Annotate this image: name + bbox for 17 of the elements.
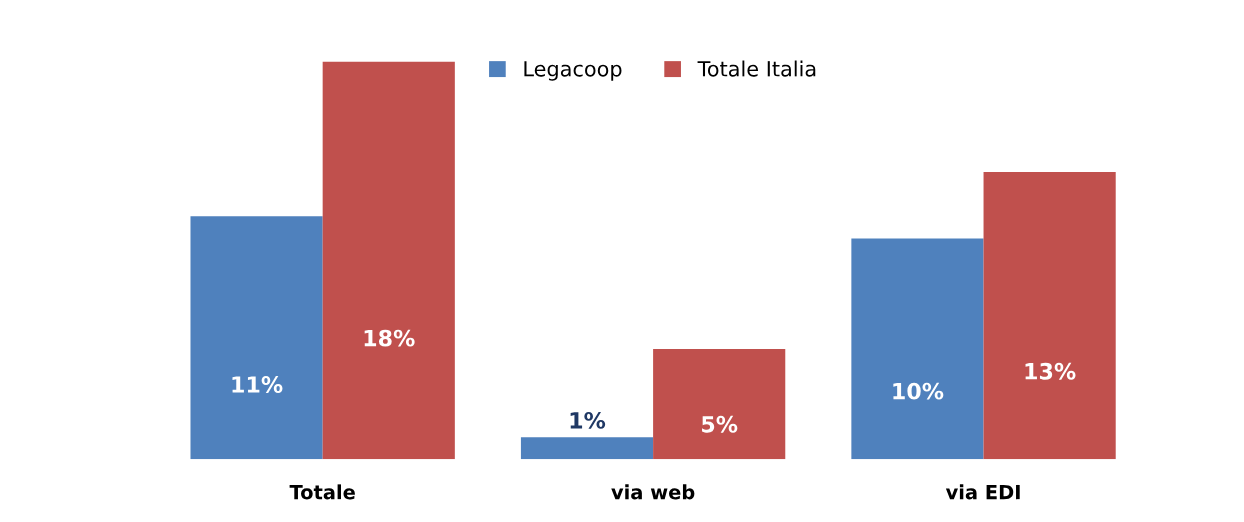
data-label: 5% [702,415,738,433]
data-label: 10% [893,382,944,400]
bar [851,238,984,460]
data-label: 11% [232,376,283,393]
x-tick-label: via web [611,484,695,500]
bar [653,348,786,460]
legend-label: Legacoop [524,61,622,81]
x-tick-label: Totale [289,484,355,500]
bar [520,437,654,460]
data-label: 13% [1025,362,1076,380]
data-label: 18% [364,329,415,347]
bar [322,61,455,460]
data-label: 1% [570,411,606,429]
bar [983,172,1116,460]
legend-label: Totale Italia [697,60,816,77]
x-tick-label: via EDI [945,484,1020,500]
bar [190,216,323,460]
